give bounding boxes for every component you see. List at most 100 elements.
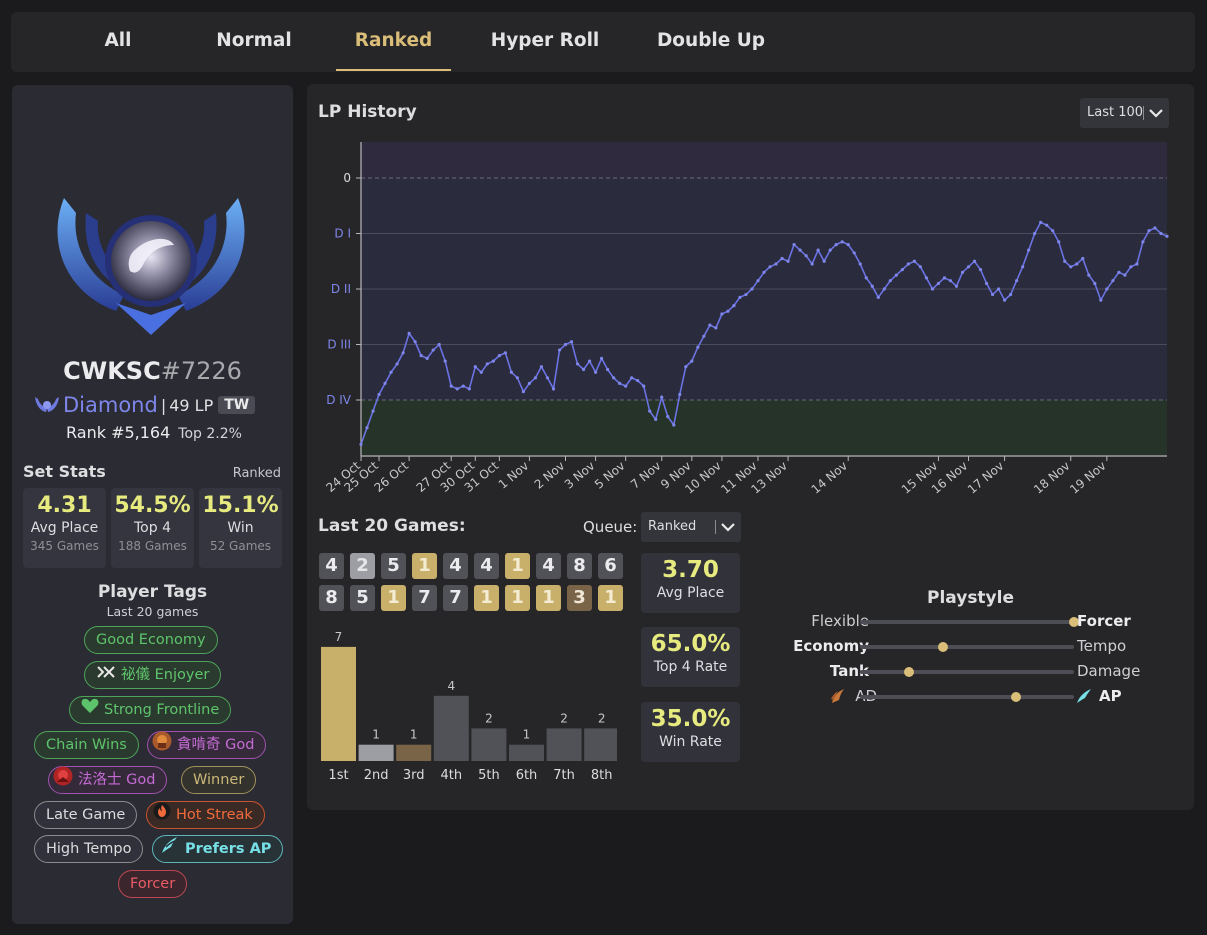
lp-point — [1159, 231, 1163, 236]
placement-chip[interactable]: 1 — [598, 585, 623, 611]
summary-win-rate: 35.0% Win Rate — [641, 702, 740, 762]
tag-late-game[interactable]: Late Game — [34, 801, 138, 829]
tag-forcer[interactable]: Forcer — [118, 870, 188, 898]
placement-chip[interactable]: 5 — [381, 553, 406, 579]
lp-point — [1123, 273, 1127, 277]
placement-chip[interactable]: 1 — [505, 553, 530, 579]
summoner-tagline: #7226 — [160, 357, 242, 385]
placement-chip[interactable]: 8 — [319, 585, 344, 611]
tab-ranked[interactable]: Ranked — [354, 30, 433, 51]
lp-point — [798, 248, 802, 252]
rank-tier: Diamond — [63, 393, 158, 417]
placement-chip[interactable]: 1 — [536, 585, 561, 611]
lp-point — [1039, 220, 1043, 224]
tag-strong-frontline[interactable]: Strong Frontline — [69, 696, 232, 724]
placement-chip[interactable]: 4 — [443, 553, 468, 579]
tag-prefers-ap[interactable]: Prefers AP — [152, 835, 284, 863]
playstyle-left-label: Economy — [793, 637, 869, 655]
tag-champion-god-1[interactable]: 貪啃奇 God — [147, 731, 267, 759]
lp-point — [852, 251, 856, 255]
playstyle-row-economy-tempo: Economy Tempo — [747, 637, 1187, 657]
stat-win: 15.1% Win 52 Games — [199, 488, 282, 568]
tag-label: Late Game — [46, 807, 126, 823]
placement-chip[interactable]: 6 — [598, 553, 623, 579]
lp-point — [1045, 223, 1049, 227]
lp-point — [377, 392, 381, 397]
lp-point — [774, 262, 778, 266]
stat-label: Avg Place — [30, 520, 99, 536]
lp-point — [786, 259, 790, 263]
gridlines — [361, 177, 1167, 401]
tab-normal[interactable]: Normal — [216, 30, 292, 51]
lp-point — [1105, 287, 1109, 291]
stat-sub: 52 Games — [209, 539, 272, 553]
tag-winner[interactable]: Winner — [181, 766, 257, 794]
summary-label: Win Rate — [659, 734, 722, 750]
playstyle-slider — [860, 667, 1074, 677]
bar-category-label: 6th — [516, 768, 538, 783]
placement-chip[interactable]: 5 — [350, 585, 375, 611]
placement-chip[interactable]: 1 — [474, 585, 499, 611]
tag-chain-wins[interactable]: Chain Wins — [34, 731, 139, 759]
queue-dropdown[interactable]: Ranked — [641, 512, 741, 542]
placement-chip[interactable]: 7 — [443, 585, 468, 611]
bar-value-label: 1 — [372, 728, 380, 742]
tag-label: Winner — [193, 772, 245, 788]
playstyle-left-label: Tank — [830, 662, 869, 680]
lp-point — [509, 370, 513, 374]
tag-arcana-enjoyer[interactable]: 祕儀 Enjoyer — [84, 661, 222, 689]
lp-point — [1129, 265, 1133, 269]
bar-value-label: 2 — [485, 711, 493, 725]
lp-point — [660, 395, 664, 399]
lp-point — [966, 265, 971, 269]
lp-history-title: LP History — [318, 102, 417, 122]
tab-all[interactable]: All — [104, 30, 132, 51]
placement-chip[interactable]: 1 — [505, 585, 530, 611]
set-stats-queue: Ranked — [232, 466, 281, 481]
placement-chip[interactable]: 4 — [536, 553, 561, 579]
placement-bar — [471, 728, 507, 761]
lp-point — [744, 292, 748, 297]
placement-chip[interactable]: 3 — [567, 585, 592, 611]
placement-chip[interactable]: 4 — [474, 553, 499, 579]
placement-chip[interactable]: 1 — [412, 553, 437, 579]
placement-chip[interactable]: 7 — [412, 585, 437, 611]
lp-point — [593, 370, 598, 374]
tag-champion-god-2[interactable]: 法洛士 God — [48, 766, 168, 794]
lp-point — [900, 267, 904, 272]
lp-range-dropdown[interactable]: Last 100 — [1080, 98, 1169, 128]
ad-claw-icon — [831, 689, 845, 703]
playstyle-title: Playstyle — [927, 588, 1015, 608]
playstyle-marker — [1069, 617, 1079, 627]
tab-double-up[interactable]: Double Up — [656, 30, 766, 51]
tag-hot-streak[interactable]: Hot Streak — [146, 801, 265, 829]
bar-value-label: 7 — [335, 630, 343, 644]
placement-chip[interactable]: 4 — [319, 553, 344, 579]
placement-chip[interactable]: 2 — [350, 553, 375, 579]
playstyle-right-label: Forcer — [1077, 612, 1131, 630]
ap-wisp-icon — [1077, 689, 1091, 703]
lp-point — [726, 309, 730, 313]
lp-point — [587, 359, 592, 363]
placement-chip[interactable]: 8 — [567, 553, 592, 579]
lp-point — [684, 365, 688, 369]
playstyle-left-text: Economy — [793, 637, 869, 655]
playstyle-right-text: Tempo — [1077, 637, 1127, 655]
heart-icon — [81, 697, 99, 723]
lp-point — [672, 423, 676, 427]
lp-point — [1087, 273, 1091, 277]
tag-high-tempo[interactable]: High Tempo — [34, 835, 144, 863]
playstyle-left-text: Flexible — [811, 612, 869, 630]
stat-sub: 188 Games — [118, 539, 187, 553]
lp-point — [624, 384, 628, 388]
placement-chip[interactable]: 1 — [381, 585, 406, 611]
lp-point — [924, 276, 929, 280]
tag-label: Prefers AP — [185, 841, 272, 857]
lp-point — [395, 362, 399, 366]
tab-hyper-roll[interactable]: Hyper Roll — [490, 30, 600, 51]
tag-good-economy[interactable]: Good Economy — [84, 626, 218, 654]
lp-point — [575, 362, 580, 366]
lp-point — [678, 392, 682, 397]
diamond-tier-icon — [35, 397, 59, 412]
lp-point — [1099, 298, 1103, 302]
